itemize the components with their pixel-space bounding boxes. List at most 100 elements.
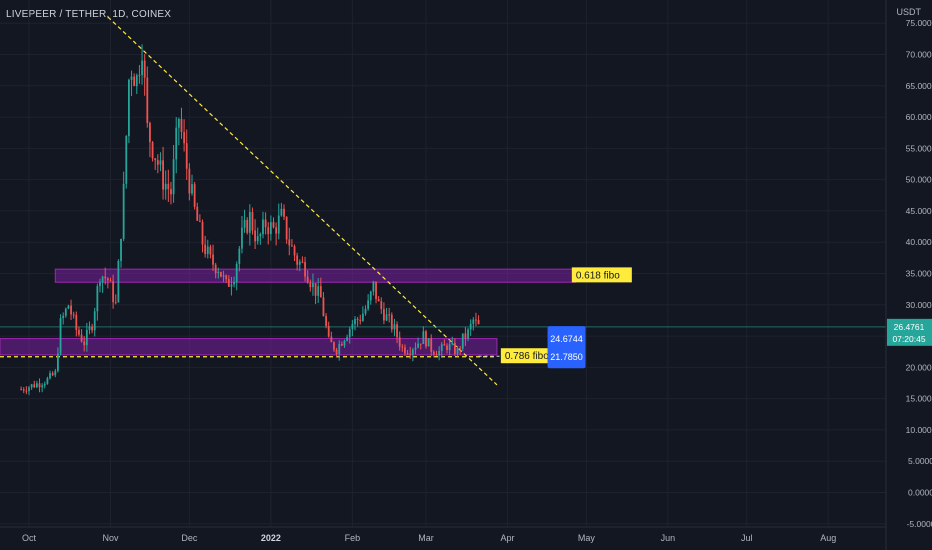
measure-badge[interactable] [547, 326, 586, 369]
candle-body[interactable] [446, 345, 448, 351]
fibo-zone[interactable] [54, 268, 577, 283]
candle-body[interactable] [104, 276, 107, 279]
candle-body[interactable] [201, 221, 204, 245]
candle-body[interactable] [120, 238, 122, 261]
candle-body[interactable] [125, 136, 128, 184]
candle-body[interactable] [272, 222, 275, 228]
candle-body[interactable] [33, 384, 36, 388]
candle-body[interactable] [422, 331, 425, 344]
candle-body[interactable] [196, 206, 199, 221]
candle-body[interactable] [396, 324, 398, 338]
candle-body[interactable] [177, 118, 180, 128]
candle-body[interactable] [251, 212, 254, 231]
candle-body[interactable] [235, 264, 238, 283]
candle-body[interactable] [372, 281, 375, 292]
candle-body[interactable] [30, 384, 33, 388]
candle-body[interactable] [454, 342, 456, 355]
candle-body[interactable] [222, 275, 225, 277]
candle-body[interactable] [338, 344, 341, 354]
candle-body[interactable] [64, 308, 67, 316]
candle-body[interactable] [143, 60, 146, 78]
candle-body[interactable] [340, 344, 343, 346]
candle-body[interactable] [57, 353, 59, 371]
candle-body[interactable] [128, 79, 130, 137]
candle-body[interactable] [464, 333, 467, 339]
candle-body[interactable] [206, 246, 209, 254]
candle-body[interactable] [277, 215, 280, 234]
candle-body[interactable] [335, 349, 338, 354]
candle-body[interactable] [388, 314, 391, 316]
candle-body[interactable] [325, 315, 327, 326]
candle-body[interactable] [435, 354, 438, 356]
candle-body[interactable] [430, 338, 433, 352]
candle-body[interactable] [78, 329, 80, 335]
candle-body[interactable] [327, 325, 330, 337]
candle-body[interactable] [411, 349, 414, 355]
candle-body[interactable] [230, 284, 233, 287]
candle-body[interactable] [72, 314, 75, 316]
candle-body[interactable] [91, 326, 93, 331]
candle-body[interactable] [35, 383, 38, 388]
candle-body[interactable] [304, 262, 306, 277]
candle-body[interactable] [220, 271, 222, 277]
candle-body[interactable] [377, 298, 380, 302]
candle-body[interactable] [38, 383, 41, 388]
candle-body[interactable] [364, 309, 367, 314]
candle-body[interactable] [401, 346, 404, 348]
candle-body[interactable] [25, 390, 28, 392]
candle-body[interactable] [214, 264, 217, 274]
candle-body[interactable] [135, 75, 138, 87]
candle-body[interactable] [275, 227, 278, 234]
candle-body[interactable] [409, 353, 412, 355]
candle-body[interactable] [359, 319, 362, 321]
candle-body[interactable] [351, 324, 354, 329]
candle-body[interactable] [451, 342, 454, 344]
candle-body[interactable] [254, 230, 256, 242]
candle-body[interactable] [183, 132, 186, 144]
candle-body[interactable] [293, 246, 296, 256]
candle-body[interactable] [46, 378, 49, 384]
candle-body[interactable] [319, 286, 322, 298]
candle-body[interactable] [191, 184, 193, 194]
candle-body[interactable] [417, 343, 419, 348]
candle-body[interactable] [133, 76, 136, 87]
candle-body[interactable] [322, 297, 325, 316]
candle-body[interactable] [41, 385, 44, 388]
candle-body[interactable] [246, 219, 249, 233]
candle-body[interactable] [469, 323, 472, 330]
candle-body[interactable] [22, 389, 25, 391]
candle-body[interactable] [475, 319, 477, 321]
candle-body[interactable] [383, 309, 385, 321]
candle-body[interactable] [296, 255, 299, 265]
candle-body[interactable] [285, 216, 288, 240]
candle-body[interactable] [425, 331, 427, 347]
candle-body[interactable] [356, 319, 359, 321]
candle-body[interactable] [162, 160, 164, 190]
candle-body[interactable] [309, 282, 312, 288]
candle-body[interactable] [390, 314, 393, 330]
candle-body[interactable] [361, 313, 364, 321]
candle-body[interactable] [154, 158, 157, 161]
candle-body[interactable] [243, 219, 246, 228]
candle-body[interactable] [440, 344, 443, 351]
candle-body[interactable] [93, 311, 96, 331]
candle-body[interactable] [138, 74, 141, 76]
candle-body[interactable] [164, 183, 167, 190]
candle-body[interactable] [130, 76, 133, 80]
candle-body[interactable] [306, 276, 309, 283]
candle-body[interactable] [83, 341, 86, 346]
candle-body[interactable] [188, 168, 191, 194]
fibo-zone[interactable] [0, 338, 498, 356]
candle-body[interactable] [49, 373, 51, 379]
candle-body[interactable] [346, 337, 349, 341]
candle-body[interactable] [283, 208, 285, 217]
candle-body[interactable] [67, 305, 70, 309]
candle-body[interactable] [198, 220, 201, 222]
candle-body[interactable] [369, 291, 372, 301]
candle-body[interactable] [149, 122, 151, 143]
candle-body[interactable] [172, 159, 175, 195]
candle-body[interactable] [264, 219, 267, 228]
candle-body[interactable] [459, 348, 462, 350]
candle-body[interactable] [43, 383, 46, 386]
